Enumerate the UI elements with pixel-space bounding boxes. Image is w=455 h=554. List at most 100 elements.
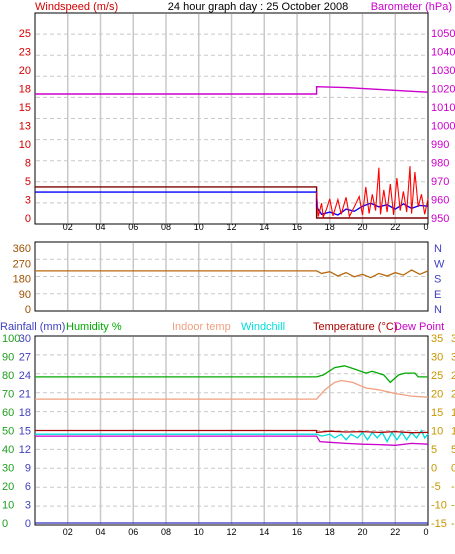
temp-y2-tick-label: 30	[451, 352, 455, 364]
temp-y-tick-label: 30	[431, 352, 443, 364]
temp-y-tick-label: 20	[431, 389, 443, 401]
x-tick-label: 10	[194, 222, 204, 232]
legend-item: Humidity %	[66, 321, 122, 333]
temp-y2-tick-label: 35	[451, 333, 455, 345]
baro-y-tick-label: 990	[431, 139, 449, 151]
legend-item: Rainfall (mm)	[0, 321, 65, 333]
wind-y-tick-label: 5	[25, 176, 31, 188]
x-tick-label: 10	[194, 527, 204, 537]
direction-line	[35, 269, 429, 279]
rainfall-y-tick-label: 12	[19, 444, 31, 456]
direction-y-tick-label: 180	[13, 274, 31, 286]
humidity-y-tick-label: 90	[2, 352, 14, 364]
humidity-y-tick-label: 60	[2, 407, 14, 419]
baro-y-tick-label: 1050	[431, 28, 455, 40]
barometer-line	[35, 85, 429, 95]
temp-y-tick-label: 35	[431, 333, 443, 345]
x-tick-label: 22	[390, 527, 400, 537]
wind-y-tick-label: 25	[19, 28, 31, 40]
temp-y2-tick-label: 20	[451, 389, 455, 401]
legend-item: Indoor temp	[172, 321, 231, 333]
temp-y-tick-label: -10	[431, 500, 447, 512]
wind-y-tick-label: 0	[25, 213, 31, 225]
x-tick-label: 14	[259, 222, 269, 232]
temp-y-tick-label: 10	[431, 426, 443, 438]
barometer-axis-title: Barometer (hPa)	[371, 1, 452, 13]
dewpoint-line	[35, 435, 429, 446]
baro-y-tick-label: 960	[431, 195, 449, 207]
legend-item: Dew Point	[394, 321, 444, 333]
wind-y-tick-label: 8	[25, 158, 31, 170]
x-tick-label: 06	[128, 527, 138, 537]
humidity-line	[35, 365, 428, 384]
rainfall-y-tick-label: 24	[19, 370, 31, 382]
humidity-y-tick-label: 30	[2, 463, 14, 475]
temp-y2-tick-label: 0	[451, 463, 455, 475]
windspeed-line	[316, 166, 429, 219]
baro-y-tick-label: 970	[431, 176, 449, 188]
temp-y2-tick-label: -15	[451, 518, 455, 530]
rainfall-y-tick-label: 15	[19, 426, 31, 438]
x-tick-label: 22	[390, 222, 400, 232]
wind-y-tick-label: 13	[19, 121, 31, 133]
temp-y-tick-label: -5	[431, 481, 441, 493]
humidity-y-tick-label: 0	[2, 518, 8, 530]
temp-y2-tick-label: 15	[451, 407, 455, 419]
rainfall-y-tick-label: 30	[19, 333, 31, 345]
baro-y-tick-label: 1000	[431, 121, 455, 133]
baro-y-tick-label: 950	[431, 213, 449, 225]
x-tick-label: 20	[357, 222, 367, 232]
rainfall-y-tick-label: 21	[19, 389, 31, 401]
humidity-y-tick-label: 70	[2, 389, 14, 401]
x-tick-label: 08	[161, 222, 171, 232]
temp-y2-tick-label: 5	[451, 444, 455, 456]
x-tick-label: 02	[63, 222, 73, 232]
wind-y-tick-label: 15	[19, 102, 31, 114]
windspeed-axis-title: Windspeed (m/s)	[35, 1, 118, 13]
humidity-y-tick-label: 20	[2, 481, 14, 493]
temp-y-tick-label: -15	[431, 518, 447, 530]
x-tick-label: 20	[357, 527, 367, 537]
direction-y-tick-label: 270	[13, 258, 31, 270]
x-tick-label: 16	[292, 527, 302, 537]
x-tick-label: 12	[226, 527, 236, 537]
chart-title: 24 hour graph day : 25 October 2008	[168, 1, 348, 13]
compass-tick-label: E	[434, 289, 441, 301]
rainfall-y-tick-label: 27	[19, 352, 31, 364]
x-tick-label: 02	[63, 527, 73, 537]
baro-y-tick-label: 980	[431, 158, 449, 170]
compass-tick-label: N	[434, 304, 442, 316]
x-tick-label: 08	[161, 527, 171, 537]
humidity-y-tick-label: 50	[2, 426, 14, 438]
x-tick-label: 04	[95, 527, 105, 537]
x-tick-label: 16	[292, 222, 302, 232]
legend-item: Windchill	[241, 321, 285, 333]
direction-y-tick-label: 90	[19, 289, 31, 301]
baro-y-tick-label: 1020	[431, 84, 455, 96]
temp-y2-tick-label: -5	[451, 481, 455, 493]
wind-y-tick-label: 3	[25, 195, 31, 207]
x-tick-label: 12	[226, 222, 236, 232]
temp-y-tick-label: 15	[431, 407, 443, 419]
temp-y2-tick-label: 10	[451, 426, 455, 438]
direction-y-tick-label: 360	[13, 243, 31, 255]
baro-y-tick-label: 1030	[431, 65, 455, 77]
temp-y-tick-label: 5	[431, 444, 437, 456]
wind-y-tick-label: 10	[19, 139, 31, 151]
temp-y-tick-label: 25	[431, 370, 443, 382]
direction-y-tick-label: 0	[25, 304, 31, 316]
rainfall-y-tick-label: 3	[25, 500, 31, 512]
x-tick-label: 18	[325, 222, 335, 232]
humidity-y-tick-label: 100	[2, 333, 20, 345]
humidity-y-tick-label: 10	[2, 500, 14, 512]
legend-item: Temperature (°C)	[313, 321, 397, 333]
rainfall-y-tick-label: 18	[19, 407, 31, 419]
x-tick-label: 04	[95, 222, 105, 232]
wind-y-tick-label: 18	[19, 84, 31, 96]
temp-y-tick-label: 0	[431, 463, 437, 475]
indoor-line	[35, 379, 429, 400]
humidity-y-tick-label: 80	[2, 370, 14, 382]
wind-y-tick-label: 23	[19, 47, 31, 59]
x-end-tick-label: 0	[423, 527, 428, 537]
